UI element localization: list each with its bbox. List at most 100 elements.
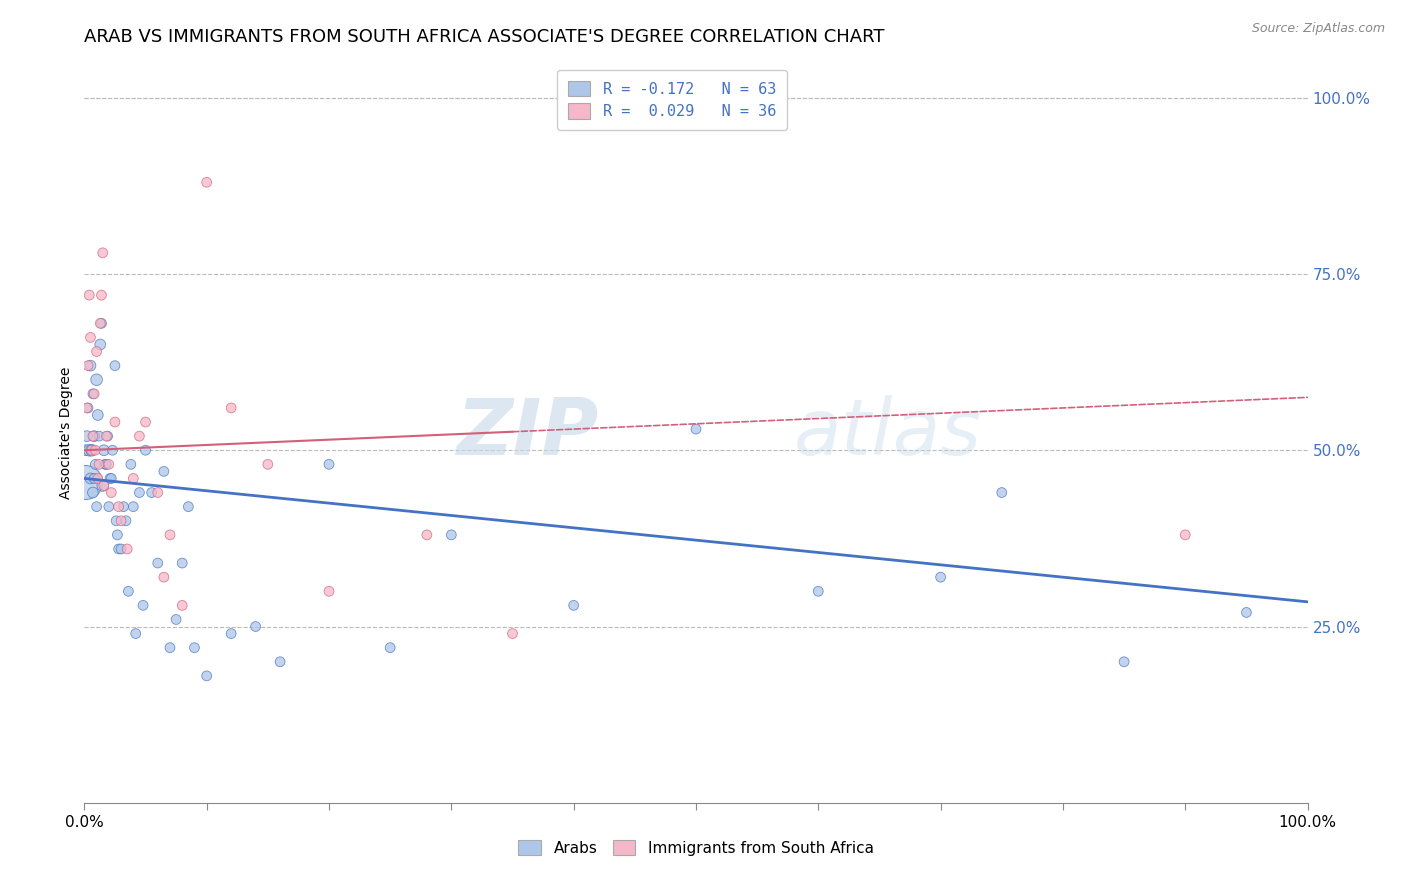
- Point: [318, 458, 340, 472]
- Point: [112, 500, 135, 514]
- Text: atlas: atlas: [794, 394, 981, 471]
- Point: [219, 401, 242, 415]
- Point: [91, 478, 114, 492]
- Point: [93, 478, 115, 492]
- Point: [87, 429, 110, 443]
- Point: [219, 626, 242, 640]
- Point: [82, 387, 104, 401]
- Point: [991, 485, 1014, 500]
- Point: [195, 175, 218, 189]
- Point: [79, 330, 101, 344]
- Point: [172, 599, 194, 613]
- Point: [86, 500, 108, 514]
- Point: [90, 316, 112, 330]
- Point: [117, 584, 139, 599]
- Point: [76, 429, 98, 443]
- Point: [257, 458, 280, 472]
- Point: [80, 443, 103, 458]
- Point: [105, 528, 128, 542]
- Point: [77, 443, 100, 458]
- Point: [100, 485, 122, 500]
- Point: [82, 429, 104, 443]
- Point: [90, 288, 112, 302]
- Point: [79, 471, 101, 485]
- Point: [83, 471, 105, 485]
- Point: [159, 528, 181, 542]
- Point: [98, 471, 121, 485]
- Point: [245, 619, 267, 633]
- Point: [195, 669, 218, 683]
- Point: [101, 443, 124, 458]
- Text: ZIP: ZIP: [456, 394, 598, 471]
- Point: [132, 599, 155, 613]
- Text: Source: ZipAtlas.com: Source: ZipAtlas.com: [1251, 22, 1385, 36]
- Point: [440, 528, 463, 542]
- Point: [562, 599, 585, 613]
- Point: [128, 429, 150, 443]
- Point: [89, 316, 111, 330]
- Point: [84, 443, 107, 458]
- Point: [107, 500, 129, 514]
- Point: [110, 514, 132, 528]
- Point: [79, 359, 101, 373]
- Point: [83, 429, 105, 443]
- Point: [125, 626, 148, 640]
- Point: [84, 458, 107, 472]
- Point: [86, 373, 108, 387]
- Point: [153, 570, 176, 584]
- Point: [177, 500, 200, 514]
- Point: [183, 640, 205, 655]
- Point: [153, 464, 176, 478]
- Point: [77, 359, 100, 373]
- Point: [83, 387, 105, 401]
- Point: [128, 485, 150, 500]
- Point: [502, 626, 524, 640]
- Y-axis label: Associate's Degree: Associate's Degree: [59, 367, 73, 499]
- Point: [76, 401, 98, 415]
- Point: [1174, 528, 1197, 542]
- Point: [89, 337, 111, 351]
- Point: [87, 471, 110, 485]
- Point: [97, 500, 120, 514]
- Point: [115, 541, 138, 556]
- Point: [75, 443, 97, 458]
- Text: ARAB VS IMMIGRANTS FROM SOUTH AFRICA ASSOCIATE'S DEGREE CORRELATION CHART: ARAB VS IMMIGRANTS FROM SOUTH AFRICA ASS…: [84, 28, 884, 45]
- Point: [146, 485, 169, 500]
- Legend: Arabs, Immigrants from South Africa: Arabs, Immigrants from South Africa: [512, 834, 880, 862]
- Point: [416, 528, 439, 542]
- Point: [165, 612, 187, 626]
- Point: [73, 475, 96, 489]
- Point: [77, 401, 100, 415]
- Point: [107, 541, 129, 556]
- Point: [82, 485, 104, 500]
- Point: [159, 640, 181, 655]
- Point: [104, 415, 127, 429]
- Point: [104, 359, 127, 373]
- Point: [93, 443, 115, 458]
- Point: [318, 584, 340, 599]
- Point: [110, 541, 132, 556]
- Point: [96, 458, 118, 472]
- Point: [80, 443, 103, 458]
- Point: [172, 556, 194, 570]
- Point: [685, 422, 707, 436]
- Point: [86, 344, 108, 359]
- Point: [94, 458, 117, 472]
- Point: [1236, 606, 1258, 620]
- Point: [135, 443, 157, 458]
- Point: [97, 429, 120, 443]
- Point: [105, 514, 128, 528]
- Point: [146, 556, 169, 570]
- Point: [100, 471, 122, 485]
- Point: [115, 514, 138, 528]
- Point: [929, 570, 952, 584]
- Point: [807, 584, 830, 599]
- Point: [135, 415, 157, 429]
- Point: [96, 429, 118, 443]
- Point: [122, 500, 145, 514]
- Point: [77, 288, 100, 302]
- Point: [141, 485, 163, 500]
- Point: [97, 458, 120, 472]
- Point: [269, 655, 291, 669]
- Point: [87, 408, 110, 422]
